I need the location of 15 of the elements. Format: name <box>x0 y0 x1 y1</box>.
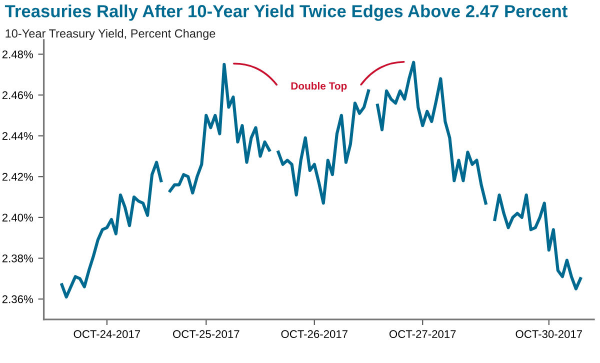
x-tick-label: OCT-30-2017 <box>516 330 582 338</box>
y-tick-label: 2.38% <box>2 254 33 262</box>
y-tick-label: 2.42% <box>2 172 33 181</box>
y-tick-label: 2.36% <box>2 295 33 304</box>
y-tick-label: 2.48% <box>2 50 33 58</box>
chart-subtitle: 10-Year Treasury Yield, Percent Change <box>6 28 216 40</box>
annotation: Double Top <box>291 82 347 92</box>
x-tick-label: OCT-24-2017 <box>74 330 140 338</box>
y-tick-label: 2.44% <box>2 132 33 140</box>
x-tick-label: OCT-27-2017 <box>389 330 456 338</box>
x-tick-label: OCT-26-2017 <box>281 330 348 338</box>
x-tick-label: OCT-25-2017 <box>173 330 240 338</box>
y-tick-label: 2.40% <box>2 214 33 222</box>
chart-title: Treasuries Rally After 10-Year Yield Twice Edges Above 2.47 Percent <box>4 4 568 21</box>
y-tick-label: 2.46% <box>2 91 33 100</box>
